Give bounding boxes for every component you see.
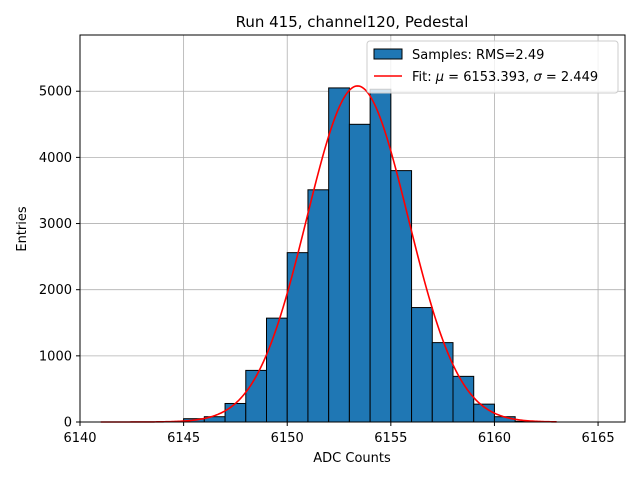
x-axis-label: ADC Counts — [313, 451, 391, 466]
legend: Samples: RMS=2.49 Fit: μ = 6153.393, σ =… — [366, 40, 619, 94]
legend-fit-sigma-value: = 2.449 — [542, 70, 598, 85]
y-tick-label: 5000 — [39, 85, 72, 100]
histogram-bar — [390, 170, 413, 423]
y-tick-label: 2000 — [39, 283, 72, 298]
histogram-bar — [328, 87, 350, 423]
x-tick-label: 6145 — [167, 431, 200, 446]
x-tick-label: 6150 — [271, 431, 304, 446]
x-axis-ticks: 6140 6145 6150 6155 6160 6165 — [63, 422, 615, 446]
legend-box — [366, 40, 619, 94]
histogram-bar — [286, 252, 309, 423]
x-tick-label: 6165 — [582, 431, 615, 446]
histogram-bar — [224, 402, 247, 423]
legend-fit-prefix: Fit: — [412, 70, 436, 85]
y-axis-label: Entries — [15, 206, 30, 252]
histogram-bar — [411, 307, 433, 423]
x-tick-label: 6155 — [374, 431, 407, 446]
y-axis-ticks: 0 1000 2000 3000 4000 5000 — [39, 85, 80, 431]
y-tick-label: 3000 — [39, 217, 72, 232]
fit-curve — [100, 85, 557, 423]
histogram-bar — [307, 189, 330, 423]
legend-label-samples: Samples: RMS=2.49 — [412, 48, 544, 63]
histogram-bar — [348, 123, 371, 423]
histogram-bar — [266, 317, 288, 423]
x-tick-label: 6160 — [478, 431, 511, 446]
legend-fit-sigma-symbol: σ — [534, 70, 543, 85]
y-tick-label: 0 — [64, 416, 72, 431]
x-tick-label: 6140 — [63, 431, 96, 446]
plot-frame — [79, 34, 626, 423]
legend-label-fit: Fit: μ = 6153.393, σ = 2.449 — [412, 70, 598, 85]
legend-fit-mu-value: = 6153.393, — [444, 70, 533, 85]
histogram-bar — [431, 342, 454, 423]
y-tick-label: 1000 — [39, 349, 72, 364]
histogram-bars — [183, 87, 537, 423]
fit-curve-group — [100, 85, 557, 423]
legend-fit-mu-symbol: μ — [435, 70, 444, 85]
histogram-bar — [245, 369, 268, 423]
chart-title: Run 415, channel120, Pedestal — [236, 13, 469, 31]
legend-swatch-samples — [373, 48, 403, 60]
y-tick-label: 4000 — [39, 151, 72, 166]
